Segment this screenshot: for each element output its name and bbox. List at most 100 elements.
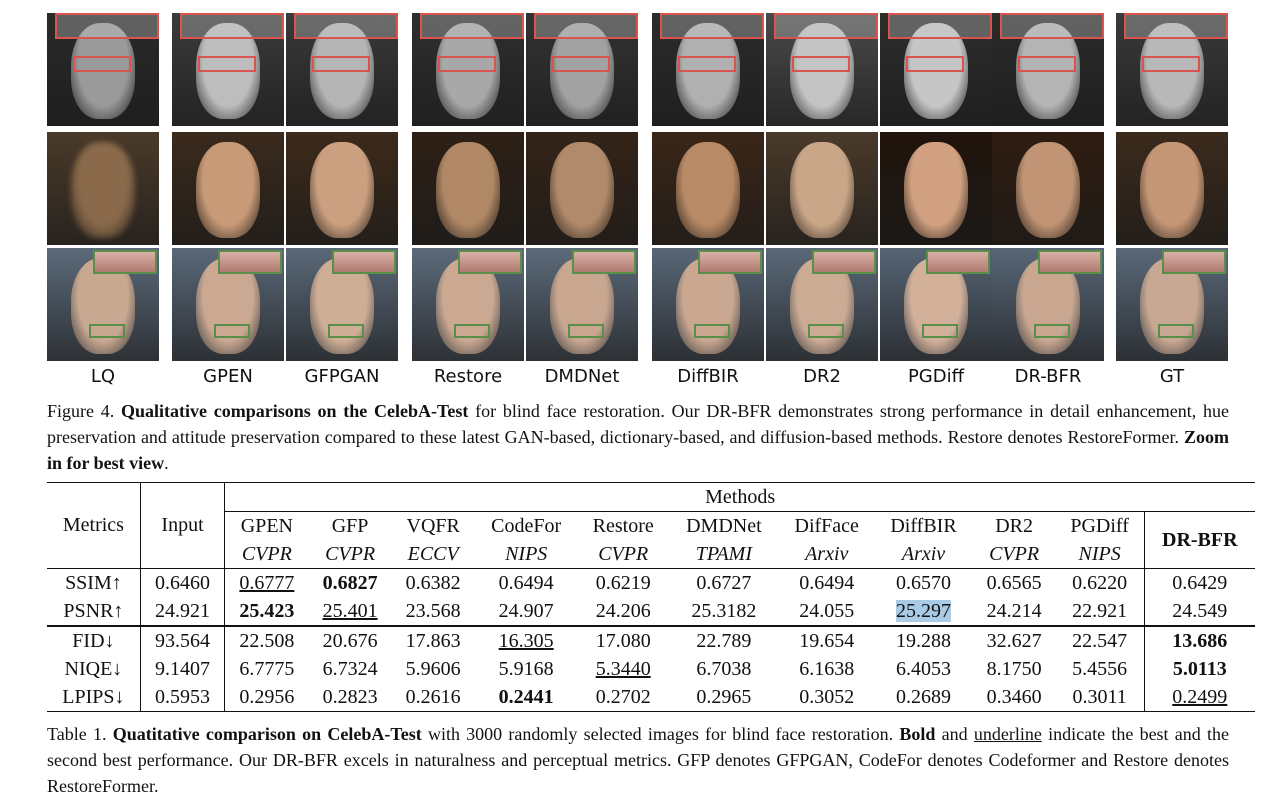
crop-box-mouth	[454, 324, 490, 338]
face-image-r2-restore	[412, 132, 524, 245]
face-shape	[71, 142, 135, 238]
value-text: 6.7324	[322, 657, 378, 680]
value-cell: 0.6220	[1055, 568, 1145, 597]
method-name-codefor: CodeFor	[491, 514, 562, 537]
table-caption-bold-word: Bold	[899, 724, 936, 744]
value-cell: 17.080	[577, 625, 669, 655]
column-label-pgdiff: PGDiff	[907, 366, 965, 387]
zoom-box-mouth	[698, 250, 762, 274]
value-cell: 0.2965	[668, 683, 779, 712]
value-text: 6.7775	[239, 657, 295, 680]
ours-value-text: 24.549	[1172, 599, 1228, 622]
face-image-r2-diffbir	[652, 132, 764, 245]
zoom-box-eyes	[1000, 13, 1104, 39]
value-cell: 32.627	[972, 625, 1056, 655]
ours-value-cell: 0.6429	[1143, 568, 1255, 597]
face-shape	[196, 142, 260, 238]
figure-4: LQ GPEN GFPGAN Restore DMDNet DiffBIR DR2 PGDif…	[0, 0, 1267, 392]
face-image-r1-gt	[1116, 13, 1228, 126]
value-cell: 23.568	[392, 597, 475, 626]
value-text: 0.6494	[498, 571, 554, 594]
value-cell: 19.288	[874, 625, 973, 655]
face-shape	[1016, 258, 1080, 354]
face-image-r3-diffbir	[652, 248, 764, 361]
value-cell: 25.297	[875, 597, 973, 626]
value-cell: 0.3052	[778, 683, 875, 712]
value-cell: 5.4556	[1056, 655, 1144, 683]
method-name-gfp: GFP	[331, 514, 369, 537]
method-venue: CVPR	[598, 542, 649, 565]
column-label-dr-bfr: DR-BFR	[1014, 366, 1082, 387]
ours-value-text: 0.6429	[1172, 571, 1228, 594]
value-cell: 0.3460	[972, 683, 1056, 712]
value-text: 0.3052	[799, 685, 855, 708]
crop-box-eyes	[198, 56, 256, 72]
value-cell: 19.654	[778, 625, 875, 655]
value-cell: 6.7324	[309, 655, 392, 683]
value-text: 0.2689	[896, 685, 952, 708]
face-shape	[676, 258, 740, 354]
value-text: 0.6827	[322, 571, 378, 594]
value-cell: 0.6565	[972, 568, 1056, 597]
crop-box-mouth	[1158, 324, 1194, 338]
value-text: 17.080	[595, 629, 651, 652]
column-label-lq: LQ	[90, 366, 116, 387]
face-shape	[550, 258, 614, 354]
crop-box-eyes	[438, 56, 496, 72]
face-image-r1-dr-bfr	[992, 13, 1104, 126]
zoom-box-eyes	[180, 13, 284, 39]
face-shape	[71, 258, 135, 354]
face-image-r2-pgdiff	[880, 132, 992, 245]
face-image-r2-dmdnet	[526, 132, 638, 245]
ours-value-cell: 24.549	[1143, 597, 1255, 626]
value-cell: 22.547	[1055, 625, 1145, 655]
zoom-box-mouth	[812, 250, 876, 274]
crop-box-eyes	[312, 56, 370, 72]
value-cell: 0.6827	[308, 568, 392, 597]
method-venue: NIPS	[505, 542, 548, 565]
crop-box-mouth	[1034, 324, 1070, 338]
value-text: 24.055	[799, 599, 855, 622]
face-shape	[310, 142, 374, 238]
method-name-vqfr: VQFR	[406, 514, 460, 537]
face-image-r1-dr2	[766, 13, 878, 126]
face-image-r2-gt	[1116, 132, 1228, 245]
ours-value-text: 5.0113	[1172, 657, 1227, 680]
value-text: 24.206	[595, 599, 651, 622]
face-image-r2-gfpgan	[286, 132, 398, 245]
value-text: 0.6219	[595, 571, 651, 594]
face-shape	[790, 258, 854, 354]
figure-caption-zoom: Zoom in for best view	[47, 427, 1229, 473]
face-shape	[310, 258, 374, 354]
face-image-r3-dmdnet	[526, 248, 638, 361]
value-cell: 6.1638	[779, 655, 875, 683]
value-text: 25.297	[896, 599, 952, 622]
crop-box-mouth	[214, 324, 250, 338]
face-image-r3-lq	[47, 248, 159, 361]
face-shape	[790, 142, 854, 238]
method-name-ours: DR-BFR	[1143, 511, 1255, 569]
value-text: 0.6777	[239, 571, 295, 594]
column-label-diffbir: DiffBIR	[677, 366, 739, 387]
ours-value-cell: 5.0113	[1143, 655, 1255, 683]
crop-box-eyes	[678, 56, 736, 72]
zoom-box-eyes	[888, 13, 992, 39]
method-venue: Arxiv	[901, 542, 946, 565]
column-label-gpen: GPEN	[203, 366, 253, 387]
value-cell: 5.3440	[578, 655, 669, 683]
face-shape	[676, 142, 740, 238]
value-text: 0.6727	[696, 571, 752, 594]
crop-box-mouth	[694, 324, 730, 338]
value-cell: 0.2956	[224, 683, 309, 712]
crop-box-mouth	[328, 324, 364, 338]
table-row: FID↓ 93.564 22.508 20.676 17.863 16.305 17.080…	[47, 625, 1255, 655]
value-text: 32.627	[986, 629, 1042, 652]
value-text: 0.2823	[322, 685, 378, 708]
column-label-restore: Restore	[433, 366, 503, 387]
zoom-box-eyes	[1124, 13, 1228, 39]
results-table: Metrics Input Methods GPEN GFP VQFR CodeFor…	[47, 482, 1255, 712]
face-image-r3-dr-bfr	[992, 248, 1104, 361]
value-text: 0.2956	[239, 685, 295, 708]
column-label-gfpgan: GFPGAN	[304, 366, 380, 387]
face-shape	[196, 258, 260, 354]
